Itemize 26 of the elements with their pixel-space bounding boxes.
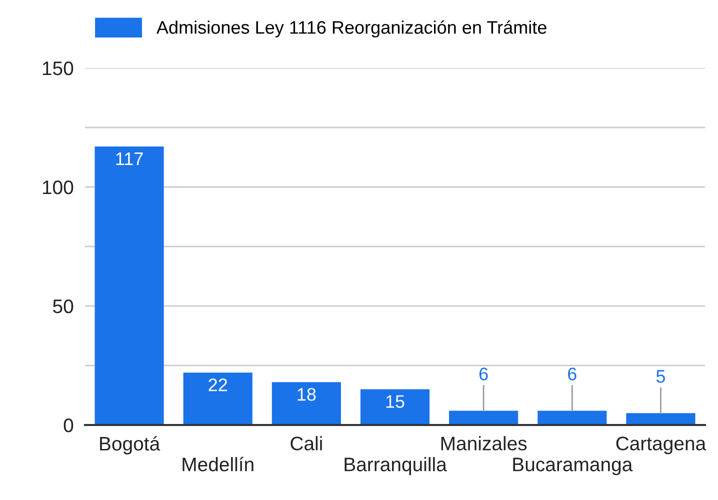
bar [626, 413, 696, 425]
x-tick-label: Cali [290, 436, 322, 450]
legend-label: Admisiones Ley 1116 Reorganización en Trámite [156, 20, 546, 38]
bar [449, 410, 518, 425]
x-tick-label: Cartagena [616, 436, 706, 454]
x-tick-label: Bogotá [100, 436, 160, 454]
x-tick-label: Barranquilla [344, 457, 447, 476]
bar [360, 389, 430, 425]
y-tick-label: 0 [64, 418, 74, 432]
y-tick-label: 50 [53, 299, 74, 314]
data-label: 15 [386, 395, 404, 408]
data-label: 6 [568, 368, 576, 380]
x-tick-label: Medellín [182, 456, 254, 472]
bar [272, 382, 341, 425]
bar [183, 372, 252, 425]
data-label: 6 [479, 368, 488, 380]
x-tick-label: Bucaramanga [513, 458, 633, 476]
data-label: 5 [656, 370, 665, 383]
data-label: 22 [208, 378, 227, 392]
y-tick-label: 150 [42, 61, 74, 76]
x-tick-label: Manizales [441, 436, 527, 450]
bar [94, 146, 164, 425]
bar [538, 410, 607, 425]
y-tick-label: 100 [42, 180, 74, 194]
data-label: 117 [116, 152, 143, 165]
data-label: 18 [298, 388, 316, 401]
